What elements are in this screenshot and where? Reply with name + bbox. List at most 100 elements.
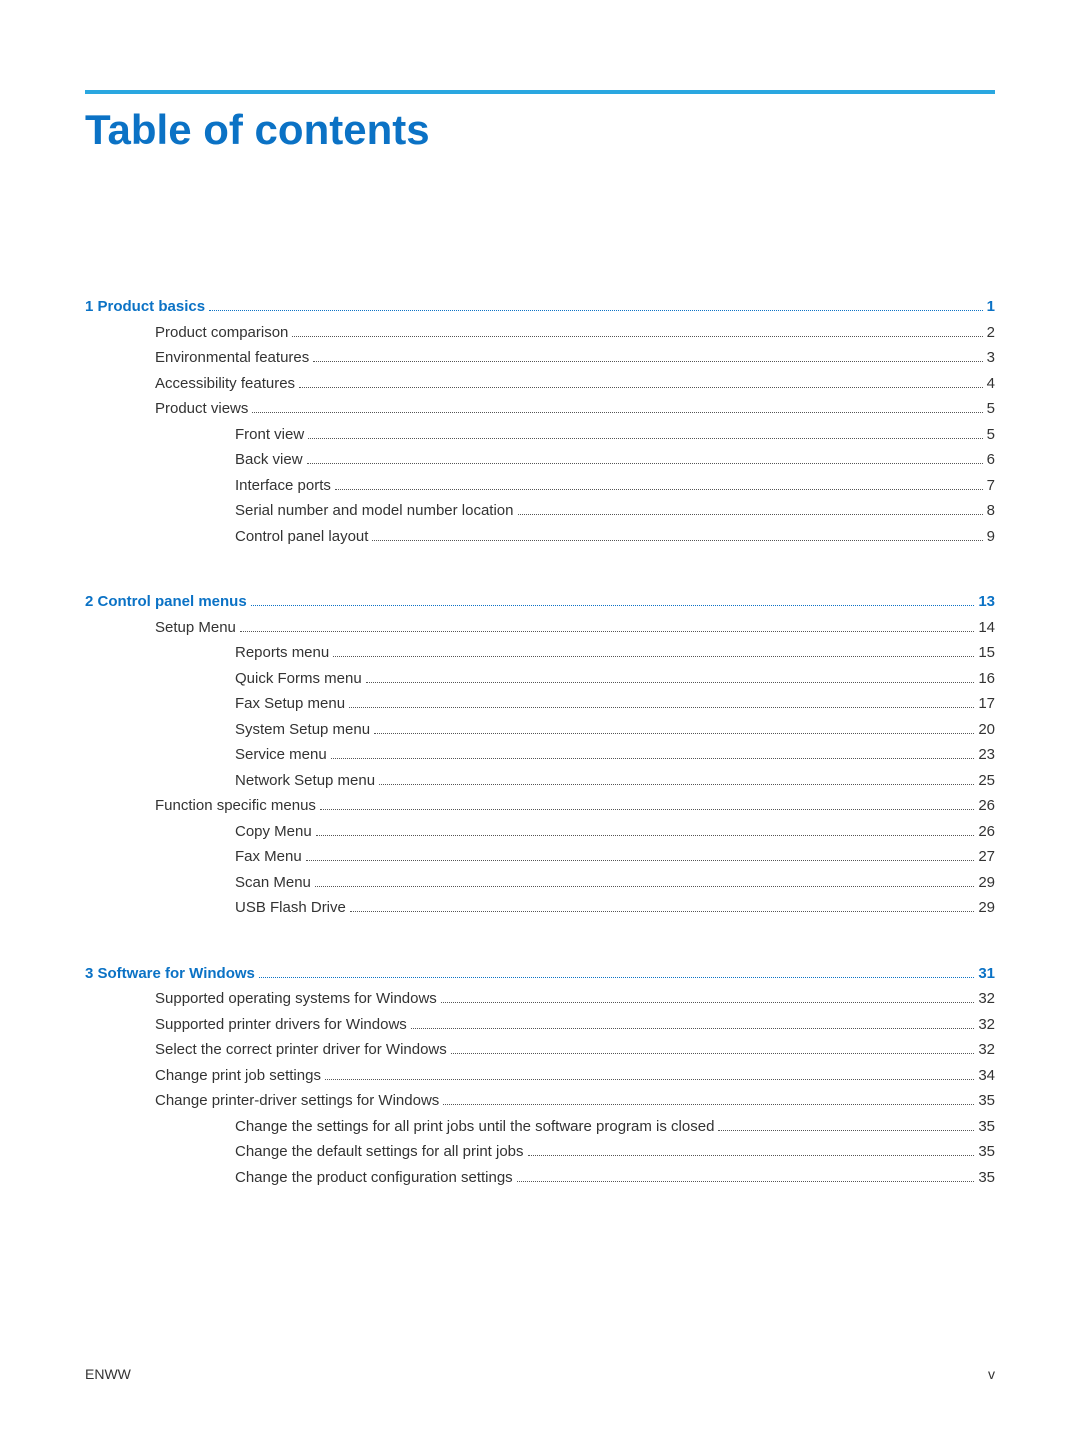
leader-dots: [308, 437, 982, 439]
chapter-entry[interactable]: 2 Control panel menus 13: [85, 589, 995, 615]
toc-entry-label: Fax Setup menu: [235, 691, 345, 717]
page-footer: ENWW v: [85, 1366, 995, 1382]
toc-entry-label: Change the product configuration setting…: [235, 1165, 513, 1191]
chapter-block: 3 Software for Windows 31Supported opera…: [85, 961, 995, 1191]
toc-entry-page: 35: [978, 1114, 995, 1140]
toc-entry-page: 35: [978, 1165, 995, 1191]
toc-entry-label: Product comparison: [155, 320, 288, 346]
toc-entry[interactable]: Change print job settings 34: [85, 1063, 995, 1089]
toc-entry[interactable]: Change printer-driver settings for Windo…: [85, 1088, 995, 1114]
toc-entry-label: Change print job settings: [155, 1063, 321, 1089]
toc-entry-page: 7: [987, 473, 995, 499]
leader-dots: [331, 757, 975, 759]
leader-dots: [443, 1103, 974, 1105]
toc-entry[interactable]: Product views 5: [85, 396, 995, 422]
toc-entry-label: System Setup menu: [235, 717, 370, 743]
toc-entry[interactable]: System Setup menu 20: [85, 717, 995, 743]
leader-dots: [313, 360, 982, 362]
leader-dots: [209, 309, 983, 311]
toc-chapters: 1 Product basics 1Product comparison 2En…: [85, 294, 995, 1190]
toc-entry[interactable]: Change the default settings for all prin…: [85, 1139, 995, 1165]
toc-entry-page: 16: [978, 666, 995, 692]
chapter-entry[interactable]: 1 Product basics 1: [85, 294, 995, 320]
toc-entry-page: 4: [987, 371, 995, 397]
toc-entry[interactable]: Function specific menus 26: [85, 793, 995, 819]
leader-dots: [411, 1027, 975, 1029]
toc-entry-label: Control panel layout: [235, 524, 368, 550]
leader-dots: [372, 539, 982, 541]
leader-dots: [315, 885, 974, 887]
leader-dots: [528, 1154, 975, 1156]
toc-entry[interactable]: Front view 5: [85, 422, 995, 448]
toc-entry-label: Copy Menu: [235, 819, 312, 845]
toc-entry[interactable]: Fax Setup menu 17: [85, 691, 995, 717]
leader-dots: [518, 513, 983, 515]
toc-entry-label: Front view: [235, 422, 304, 448]
toc-entry[interactable]: Copy Menu 26: [85, 819, 995, 845]
toc-entry[interactable]: Fax Menu 27: [85, 844, 995, 870]
toc-entry-label: Change the settings for all print jobs u…: [235, 1114, 714, 1140]
toc-entry-label: USB Flash Drive: [235, 895, 346, 921]
toc-entry[interactable]: USB Flash Drive 29: [85, 895, 995, 921]
toc-entry[interactable]: Quick Forms menu 16: [85, 666, 995, 692]
toc-entry[interactable]: Change the product configuration setting…: [85, 1165, 995, 1191]
footer-left: ENWW: [85, 1366, 131, 1382]
toc-entry[interactable]: Reports menu 15: [85, 640, 995, 666]
toc-entry-label: Select the correct printer driver for Wi…: [155, 1037, 447, 1063]
toc-entry[interactable]: Scan Menu 29: [85, 870, 995, 896]
chapter-page: 31: [978, 961, 995, 987]
toc-entry[interactable]: Product comparison 2: [85, 320, 995, 346]
toc-entry-label: Change printer-driver settings for Windo…: [155, 1088, 439, 1114]
toc-entry[interactable]: Service menu 23: [85, 742, 995, 768]
chapter-entry[interactable]: 3 Software for Windows 31: [85, 961, 995, 987]
toc-entry[interactable]: Serial number and model number location …: [85, 498, 995, 524]
toc-entry-page: 34: [978, 1063, 995, 1089]
toc-entry[interactable]: Control panel layout 9: [85, 524, 995, 550]
leader-dots: [379, 783, 974, 785]
leader-dots: [350, 910, 974, 912]
leader-dots: [441, 1001, 975, 1003]
leader-dots: [374, 732, 974, 734]
chapter-page: 13: [978, 589, 995, 615]
toc-entry-page: 15: [978, 640, 995, 666]
leader-dots: [316, 834, 975, 836]
leader-dots: [252, 411, 982, 413]
toc-entry[interactable]: Setup Menu 14: [85, 615, 995, 641]
toc-entry-page: 35: [978, 1088, 995, 1114]
toc-entry-page: 17: [978, 691, 995, 717]
toc-entry[interactable]: Change the settings for all print jobs u…: [85, 1114, 995, 1140]
footer-right: v: [988, 1366, 995, 1382]
toc-entry[interactable]: Supported operating systems for Windows …: [85, 986, 995, 1012]
leader-dots: [320, 808, 974, 810]
leader-dots: [517, 1180, 975, 1182]
top-rule: [85, 90, 995, 94]
leader-dots: [333, 655, 974, 657]
leader-dots: [307, 462, 983, 464]
toc-entry-label: Environmental features: [155, 345, 309, 371]
toc-entry-page: 29: [978, 895, 995, 921]
toc-entry-page: 29: [978, 870, 995, 896]
toc-entry[interactable]: Supported printer drivers for Windows 32: [85, 1012, 995, 1038]
toc-entry-page: 20: [978, 717, 995, 743]
toc-entry-label: Serial number and model number location: [235, 498, 514, 524]
toc-entry[interactable]: Environmental features 3: [85, 345, 995, 371]
toc-entry[interactable]: Back view 6: [85, 447, 995, 473]
toc-entry[interactable]: Interface ports 7: [85, 473, 995, 499]
leader-dots: [240, 630, 974, 632]
toc-entry-page: 35: [978, 1139, 995, 1165]
toc-entry-page: 27: [978, 844, 995, 870]
toc-entry-page: 14: [978, 615, 995, 641]
leader-dots: [349, 706, 974, 708]
toc-entry-label: Scan Menu: [235, 870, 311, 896]
toc-entry-page: 32: [978, 1012, 995, 1038]
toc-entry-label: Change the default settings for all prin…: [235, 1139, 524, 1165]
toc-entry[interactable]: Network Setup menu 25: [85, 768, 995, 794]
toc-entry-page: 9: [987, 524, 995, 550]
chapter-block: 1 Product basics 1Product comparison 2En…: [85, 294, 995, 549]
chapter-label: 1 Product basics: [85, 294, 205, 320]
toc-entry-label: Supported operating systems for Windows: [155, 986, 437, 1012]
toc-entry[interactable]: Select the correct printer driver for Wi…: [85, 1037, 995, 1063]
toc-entry-label: Network Setup menu: [235, 768, 375, 794]
toc-entry-page: 26: [978, 793, 995, 819]
toc-entry[interactable]: Accessibility features 4: [85, 371, 995, 397]
